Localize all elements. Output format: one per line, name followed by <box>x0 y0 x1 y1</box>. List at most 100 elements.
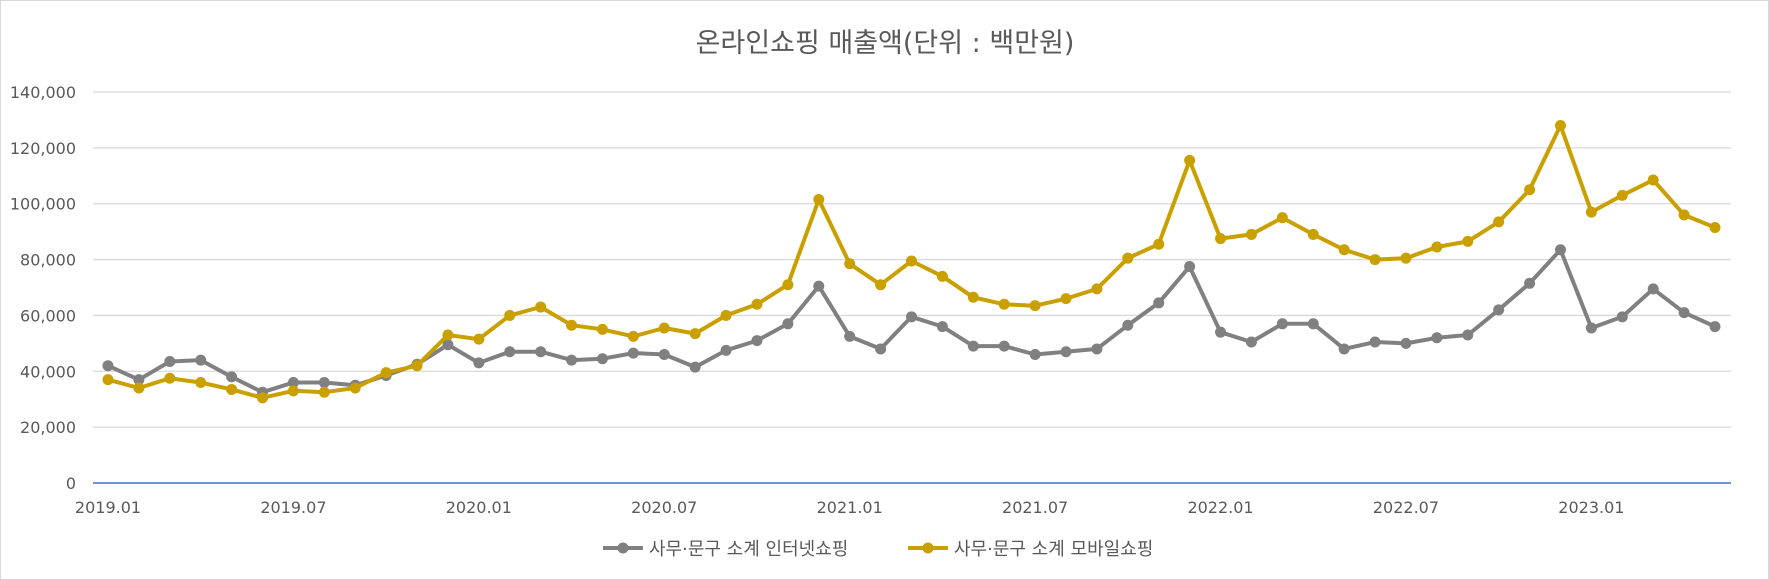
data-point <box>1647 283 1659 295</box>
data-point <box>936 270 948 282</box>
data-point <box>967 340 979 352</box>
data-point <box>226 383 238 395</box>
x-tick-label: 2021.01 <box>817 498 883 517</box>
data-point <box>813 280 825 292</box>
data-point <box>1276 318 1288 330</box>
data-point <box>875 343 887 355</box>
data-point <box>1276 212 1288 224</box>
data-point <box>1554 244 1566 256</box>
data-point <box>967 291 979 303</box>
data-point <box>1215 233 1227 245</box>
data-point <box>1524 277 1536 289</box>
data-point <box>566 319 578 331</box>
data-point <box>1184 261 1196 273</box>
chart-title: 온라인쇼핑 매출액(단위 : 백만원) <box>696 28 1075 59</box>
data-point <box>195 376 207 388</box>
data-point <box>1400 337 1412 349</box>
data-point <box>1029 300 1041 312</box>
data-point <box>164 356 176 368</box>
data-point <box>1554 120 1566 132</box>
data-point <box>596 323 608 335</box>
y-tick-label: 100,000 <box>10 195 76 214</box>
data-point <box>226 371 238 383</box>
y-tick-label: 0 <box>66 474 76 493</box>
legend-label-internet: 사무·문구 소계 인터넷쇼핑 <box>649 539 848 560</box>
data-point <box>1215 326 1227 338</box>
data-point <box>442 339 454 351</box>
data-point <box>658 322 670 334</box>
data-point <box>689 328 701 340</box>
data-point <box>102 374 114 386</box>
series-layer <box>102 120 1721 404</box>
data-point <box>349 382 361 394</box>
y-tick-label: 20,000 <box>20 418 76 437</box>
data-point <box>133 382 145 394</box>
data-point <box>1060 346 1072 358</box>
y-tick-label: 60,000 <box>20 306 76 325</box>
data-point <box>442 329 454 341</box>
x-tick-label: 2023.01 <box>1558 498 1624 517</box>
data-point <box>1585 322 1597 334</box>
data-point <box>102 360 114 372</box>
x-tick-label: 2020.07 <box>631 498 697 517</box>
data-point <box>906 311 917 323</box>
data-point <box>1431 241 1443 253</box>
x-tick-label: 2021.07 <box>1002 498 1068 517</box>
data-point <box>287 385 299 397</box>
data-point <box>287 376 299 388</box>
data-point <box>596 353 608 365</box>
data-point <box>1616 189 1628 201</box>
legend-marker-internet <box>617 542 629 554</box>
data-point <box>751 298 763 310</box>
x-tick-label: 2022.07 <box>1373 498 1439 517</box>
data-point <box>1709 221 1721 233</box>
data-point <box>1338 343 1350 355</box>
legend-marker-mobile <box>922 542 934 554</box>
x-tick-label: 2020.01 <box>446 498 512 517</box>
data-point <box>1338 244 1350 256</box>
data-point <box>1431 332 1443 344</box>
data-point <box>1307 228 1319 240</box>
data-point <box>782 318 794 330</box>
y-tick-label: 120,000 <box>10 139 76 158</box>
data-point <box>813 194 825 206</box>
legend-item-mobile: 사무·문구 소계 모바일쇼핑 <box>908 539 1153 560</box>
data-point <box>566 354 578 366</box>
data-point <box>164 372 176 384</box>
data-point <box>689 361 701 373</box>
data-point <box>1462 235 1474 247</box>
data-point <box>720 344 732 356</box>
y-axis-ticks: 0 20,000 40,000 60,000 80,000 100,000 120,000 1… <box>10 83 76 493</box>
data-point <box>1184 154 1196 166</box>
data-point <box>318 376 330 388</box>
gridlines <box>93 91 1731 428</box>
data-point <box>1153 238 1165 250</box>
data-point <box>1493 304 1505 316</box>
data-point <box>1153 297 1165 309</box>
data-point <box>627 347 639 359</box>
data-point <box>257 392 269 404</box>
data-point <box>1122 252 1134 264</box>
data-point <box>1493 216 1505 228</box>
y-tick-label: 80,000 <box>20 251 76 270</box>
data-point <box>782 279 794 291</box>
data-point <box>998 298 1010 310</box>
data-point <box>1709 321 1721 333</box>
y-tick-label: 40,000 <box>20 362 76 381</box>
data-point <box>658 349 670 361</box>
data-point <box>1060 293 1072 305</box>
data-point <box>411 360 423 372</box>
legend-label-mobile: 사무·문구 소계 모바일쇼핑 <box>954 539 1153 560</box>
data-point <box>627 330 639 342</box>
data-point <box>1029 349 1041 361</box>
data-point <box>875 279 887 291</box>
data-point <box>504 309 516 321</box>
x-axis-ticks: 2019.01 2019.07 2020.01 2020.07 2021.01 2021.… <box>75 498 1625 517</box>
data-point <box>720 309 732 321</box>
data-point <box>535 346 547 358</box>
data-point <box>1647 174 1659 186</box>
data-point <box>1245 228 1257 240</box>
data-point <box>906 255 917 267</box>
data-point <box>504 346 516 358</box>
data-point <box>380 367 392 379</box>
